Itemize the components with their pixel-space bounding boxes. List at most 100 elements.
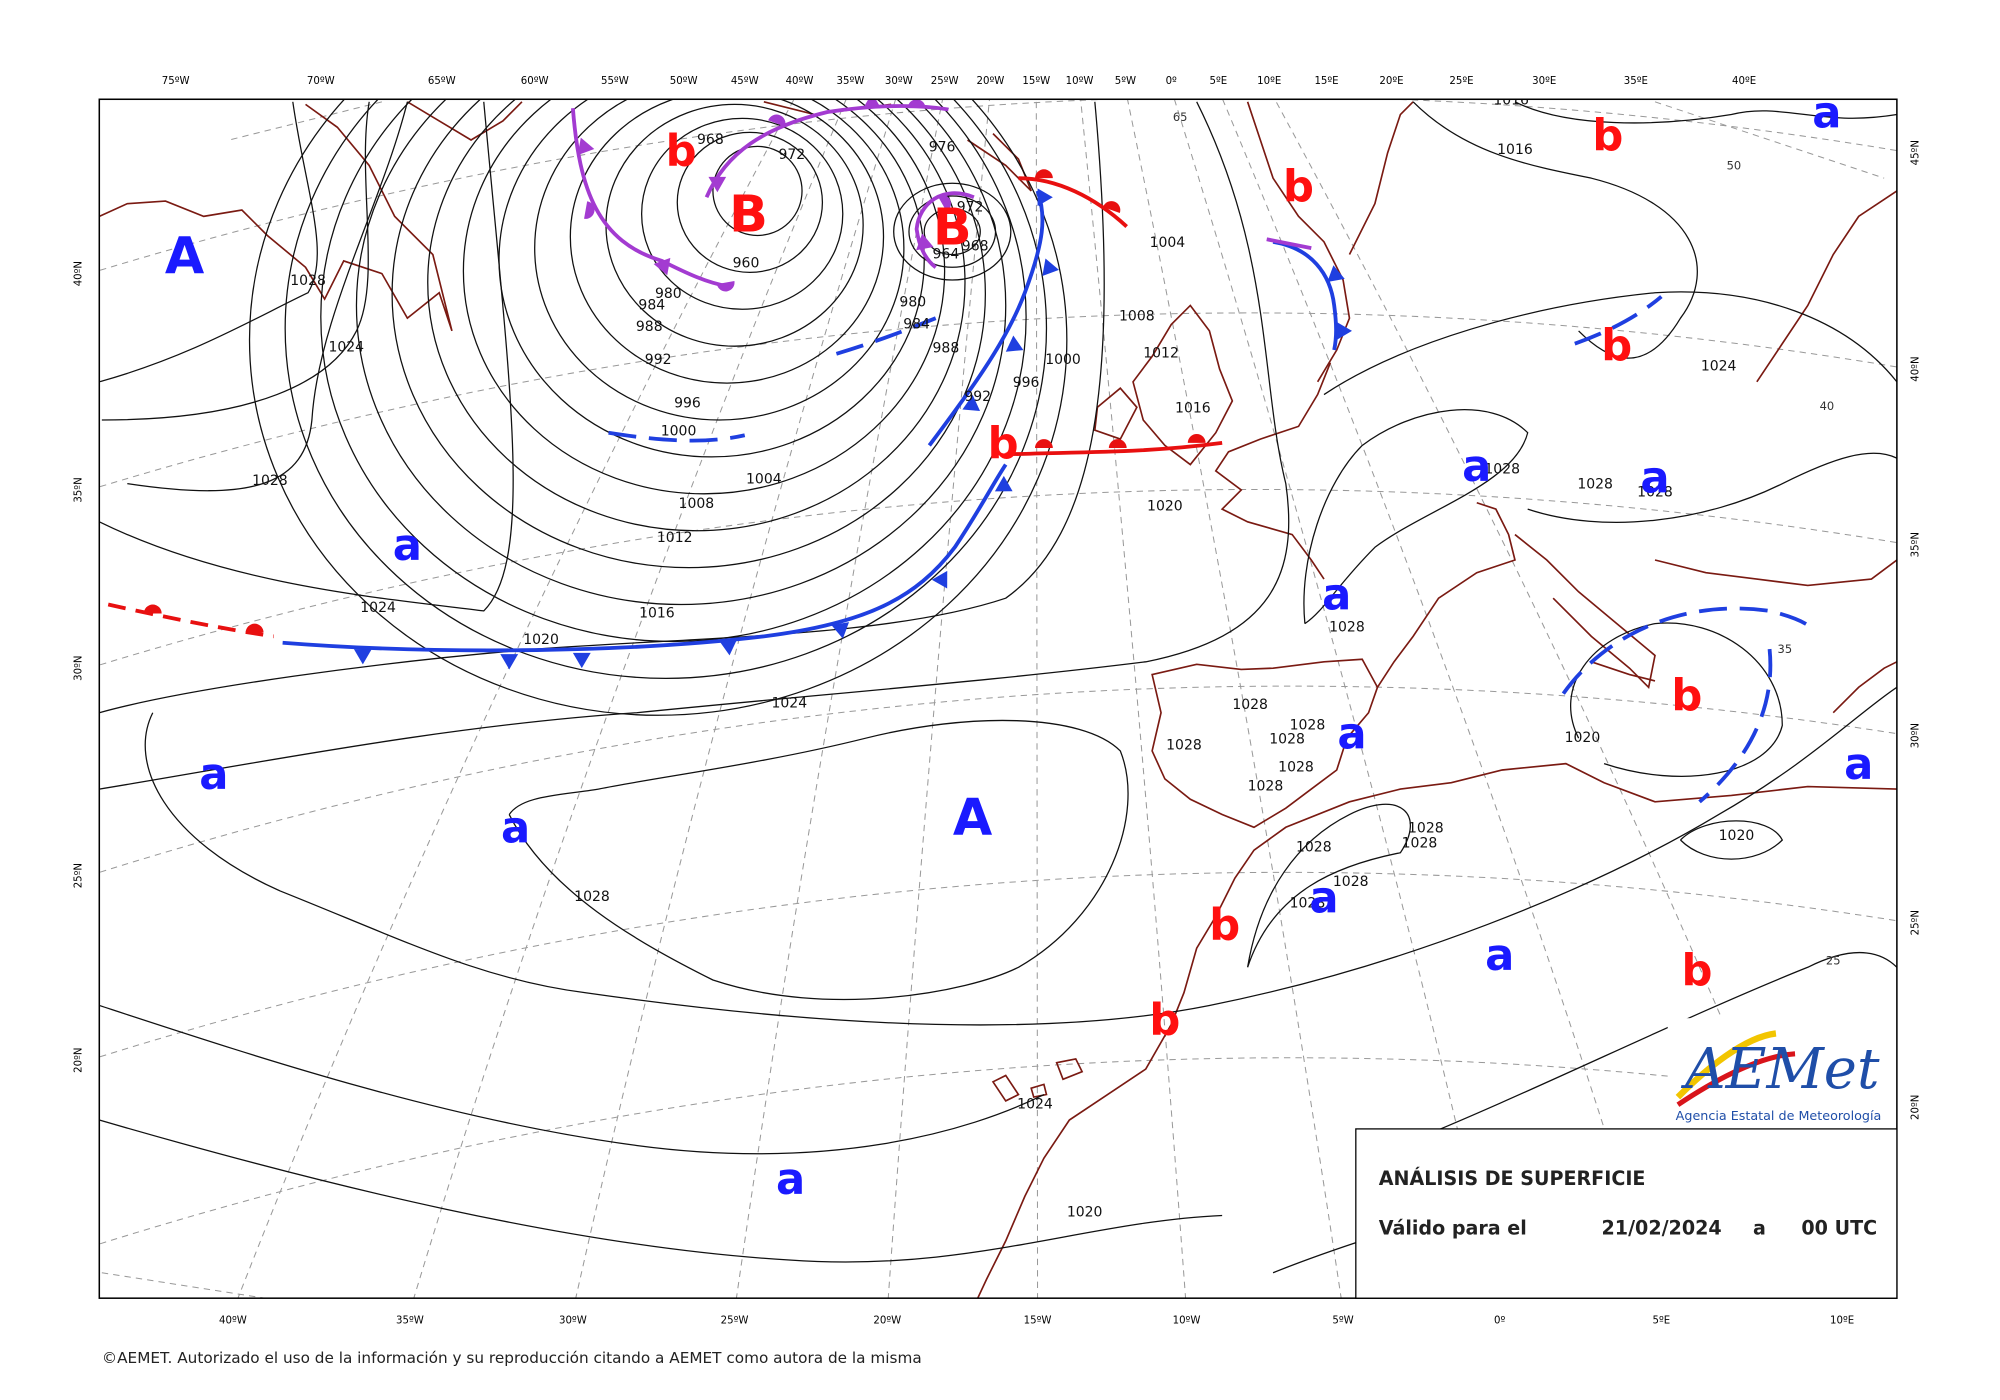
isobar-label: 1028 [1333, 874, 1369, 890]
pressure-center: a [393, 521, 422, 571]
isobar-label: 1004 [746, 472, 782, 488]
front-symbol [500, 654, 519, 670]
pressure-center: A [953, 789, 993, 848]
warm-front [1005, 441, 1223, 457]
longitude-label: 5ºW [1332, 1316, 1353, 1327]
isobar-label: 960 [733, 255, 760, 271]
info-time: 00 UTC [1801, 1217, 1877, 1240]
front-symbol [1108, 439, 1127, 448]
occluded-front [570, 108, 729, 289]
trough [608, 430, 746, 443]
front-symbol [962, 394, 981, 411]
isobar [99, 1004, 1045, 1155]
map-area: 1028 1024 1028 1024 1020 1016 1012 1008 1004 1000… [99, 92, 1897, 1299]
longitude-label: 25ºW [931, 76, 959, 87]
front-symbol [653, 257, 671, 276]
front-symbol [1037, 188, 1053, 207]
isobar-label: 1004 [1150, 235, 1186, 251]
front-symbol [768, 114, 786, 127]
isobar-label: 1020 [1067, 1205, 1103, 1221]
front-symbol [1187, 434, 1206, 443]
coastline [1132, 304, 1234, 466]
isobar-label: 972 [778, 147, 805, 163]
isobar-label: 1028 [1278, 759, 1314, 775]
latitude-label: 20ºN [1911, 1095, 1922, 1120]
cold-front [1272, 239, 1339, 351]
isobar [893, 182, 1012, 281]
isobar-label: 1028 [1290, 717, 1326, 733]
longitude-label: 10ºW [1173, 1316, 1201, 1327]
isobar [640, 117, 844, 310]
longitude-label: 40ºW [786, 76, 814, 87]
isobar-label: 1028 [574, 889, 610, 905]
occluded-front [1266, 237, 1312, 251]
front-symbol [863, 99, 881, 109]
pressure-center: a [1462, 442, 1491, 492]
isobar-label: 980 [899, 295, 926, 311]
latitude-label: 45ºN [1911, 140, 1922, 165]
longitude-label: 5ºE [1653, 1316, 1671, 1327]
isobar-label: 964 [933, 246, 960, 262]
isobar-label: 1012 [657, 530, 693, 546]
grid-label: 65 [1173, 110, 1188, 124]
isobar-label: 996 [1013, 375, 1040, 391]
longitude-label: 45ºW [731, 76, 759, 87]
pressure-center: a [776, 1155, 805, 1205]
latitude-label: 40ºN [73, 261, 84, 286]
isobar [462, 99, 946, 495]
isobar [355, 99, 1007, 606]
pressure-center: B [729, 186, 768, 245]
front-symbol [143, 604, 162, 614]
pressure-center: A [165, 228, 205, 287]
isobar-label: 1020 [1565, 730, 1601, 746]
coastline [976, 762, 1897, 1299]
front-symbol [572, 652, 591, 669]
isobar [1680, 820, 1784, 860]
isobar-label: 1024 [360, 600, 396, 616]
isobar-label: 1024 [328, 339, 364, 355]
isobar [1527, 452, 1897, 523]
isobar [391, 99, 986, 569]
front-symbol [716, 280, 735, 292]
longitude-label: 30ºW [559, 1316, 587, 1327]
coastline [967, 133, 1032, 192]
isobar [534, 99, 905, 421]
pressure-center: a [501, 804, 530, 854]
isobar-label: 1008 [1119, 309, 1155, 325]
isobar-label: 988 [933, 341, 960, 357]
longitude-label: 10ºE [1830, 1316, 1854, 1327]
isobar [569, 99, 885, 384]
copyright: ©AEMET. Autorizado el uso de la informac… [102, 1349, 922, 1367]
meridian [575, 99, 897, 1299]
isobar [1246, 803, 1411, 968]
latitude-label: 40ºN [1911, 356, 1922, 381]
isobar-label: 1020 [523, 632, 559, 648]
isobar-label: 1024 [771, 696, 807, 712]
isobar [1303, 409, 1529, 625]
front-symbol [1103, 201, 1121, 214]
longitude-label: 65ºW [428, 76, 456, 87]
pressure-center: a [1485, 931, 1514, 981]
trough [1574, 295, 1663, 346]
coastline [1214, 362, 1332, 580]
longitude-label: 35ºW [837, 76, 865, 87]
stationary-front [107, 602, 274, 639]
coastline [1832, 661, 1897, 714]
info-valid-label: Válido para el [1379, 1217, 1527, 1240]
isobar-label: 1028 [1269, 731, 1305, 747]
isobar [99, 101, 1105, 714]
longitude-label: 25ºW [721, 1316, 749, 1327]
isobar [712, 145, 803, 237]
isobar-label: 968 [962, 239, 989, 255]
isobar-label: 1016 [1493, 92, 1529, 108]
isobar-label: 984 [638, 297, 665, 313]
info-box [1355, 1128, 1898, 1299]
parallel [99, 685, 1897, 873]
grid-label: 35 [1778, 642, 1793, 656]
isobar-label: 1028 [252, 473, 288, 489]
front-symbol [994, 475, 1013, 492]
isobar-label: 980 [655, 286, 682, 302]
isobar-label: 992 [645, 352, 672, 368]
isobar-label: 1016 [1497, 142, 1533, 158]
